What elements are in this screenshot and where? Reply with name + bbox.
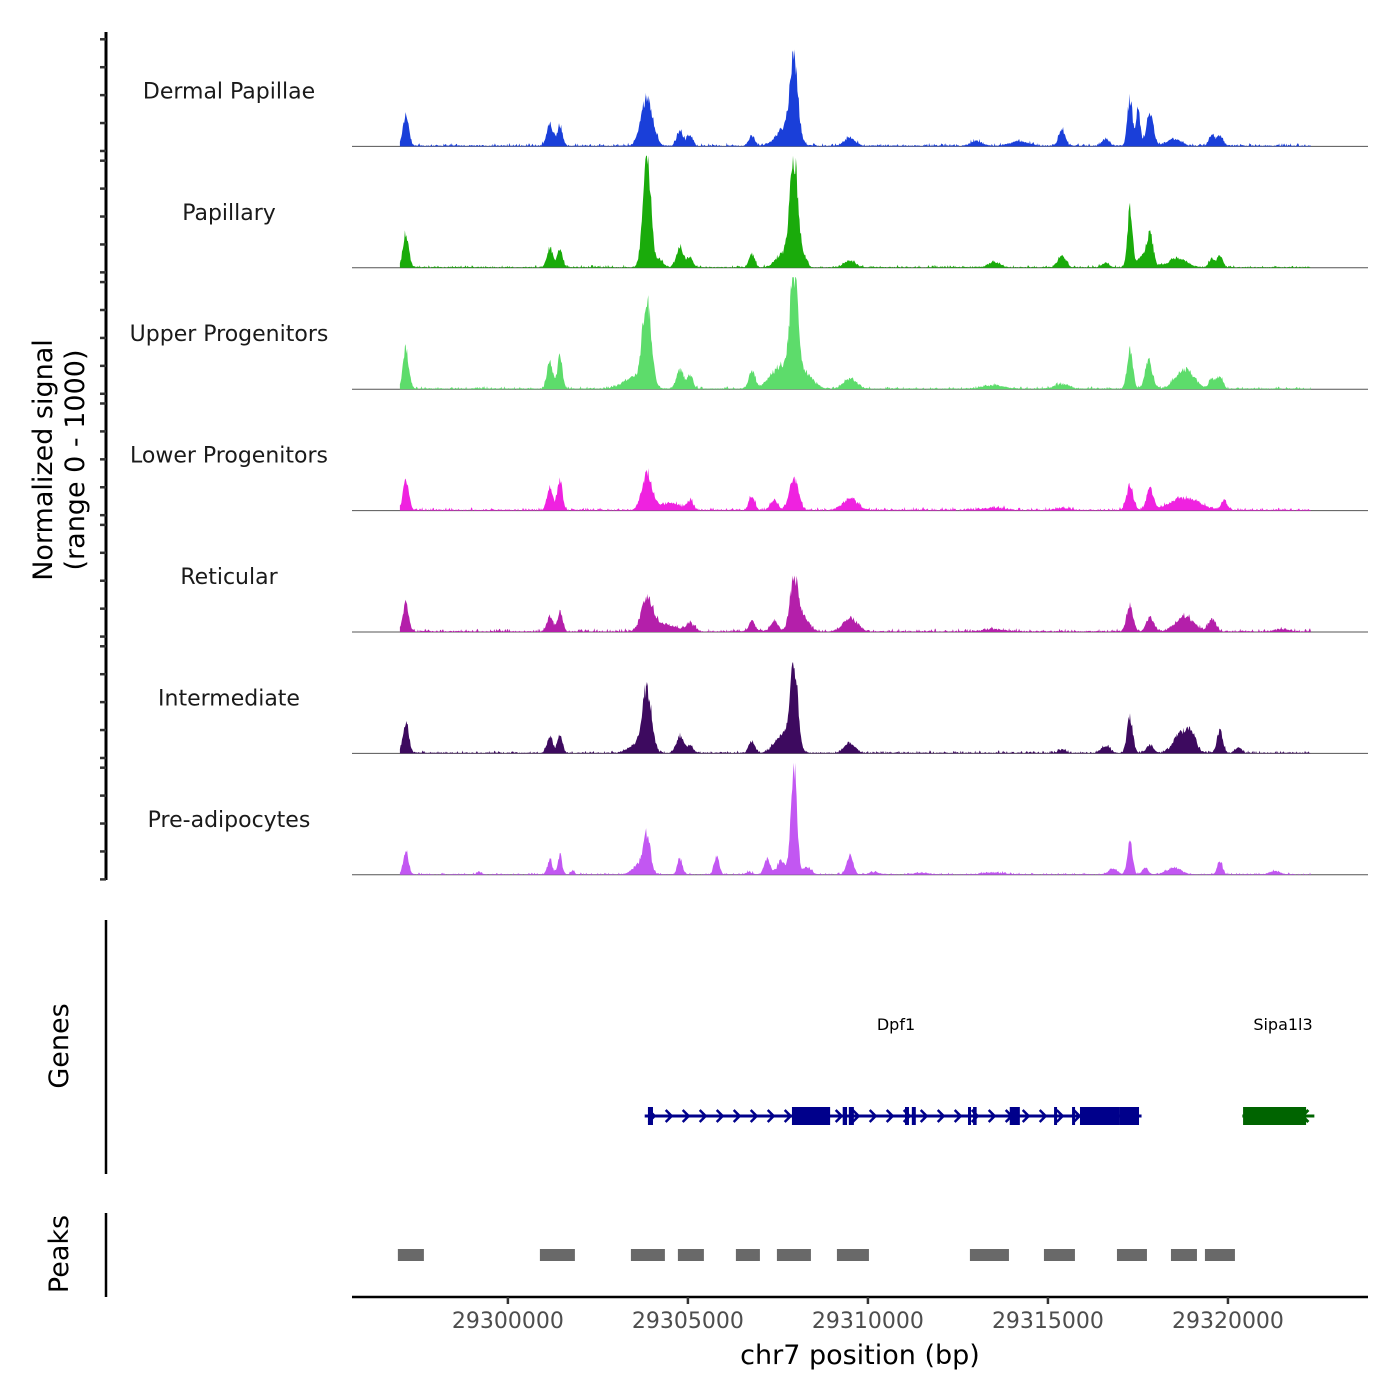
track-labels: Dermal Papillae Papillary Upper Progenitor… — [130, 79, 329, 832]
peak-region — [776, 1249, 811, 1261]
strand-arrow-icon — [919, 1109, 929, 1123]
peaks-track — [397, 1249, 1235, 1261]
gene-exon — [911, 1107, 916, 1125]
track-label: Papillary — [182, 201, 276, 226]
track-label: Upper Progenitors — [130, 322, 329, 347]
gene-exon — [973, 1107, 977, 1125]
gene-exon — [848, 1107, 854, 1125]
strand-arrow-icon — [953, 1109, 963, 1123]
gene-exon — [791, 1107, 831, 1125]
genes-label: Genes — [44, 1003, 75, 1088]
peak-region — [397, 1249, 424, 1261]
strand-arrow-icon — [732, 1109, 742, 1123]
strand-arrow-icon — [1072, 1109, 1082, 1123]
peaks-axis-title: Peaks — [44, 1215, 75, 1293]
peak-region — [735, 1249, 760, 1261]
gene-exon — [842, 1107, 848, 1125]
signal-area-lower-progenitors — [399, 468, 1311, 511]
x-tick-label: 29320000 — [1172, 1309, 1284, 1334]
track-label: Lower Progenitors — [130, 444, 328, 469]
gene-exon — [1054, 1107, 1058, 1125]
track-label: Dermal Papillae — [143, 79, 315, 104]
signal-area-intermediate — [399, 662, 1311, 754]
peak-region — [1043, 1249, 1075, 1261]
gene-exon — [905, 1107, 909, 1125]
strand-arrow-icon — [834, 1109, 844, 1123]
peak-region — [1170, 1249, 1197, 1261]
peak-region — [1116, 1249, 1147, 1261]
signal-y-axis-ticks — [100, 38, 106, 881]
strand-arrow-icon — [885, 1109, 895, 1123]
x-tick-label: 29310000 — [812, 1309, 924, 1334]
strand-arrow-icon — [664, 1109, 674, 1123]
signal-area-upper-progenitors — [399, 277, 1311, 390]
peak-region — [1204, 1249, 1235, 1261]
x-axis-title: chr7 position (bp) — [740, 1340, 980, 1371]
y-axis-title: Normalized signal (range 0 - 1000) — [28, 339, 91, 581]
signal-area-pre-adipocytes — [399, 762, 1311, 875]
strand-arrow-icon — [936, 1109, 946, 1123]
x-tick-label: 29315000 — [992, 1309, 1104, 1334]
y-axis-title-line-2: (range 0 - 1000) — [60, 350, 91, 571]
gene-label: Dpf1 — [877, 1015, 915, 1034]
strand-arrow-icon — [766, 1109, 776, 1123]
x-tick-label: 29305000 — [632, 1309, 744, 1334]
strand-arrow-icon — [783, 1109, 793, 1123]
strand-arrow-icon — [1300, 1108, 1310, 1124]
x-axis-ticks: 29300000 29305000 29310000 29315000 29320000 — [452, 1297, 1284, 1334]
strand-arrow-icon — [868, 1109, 878, 1123]
peak-region — [969, 1249, 1009, 1261]
signal-area-dermal-papillae — [399, 49, 1311, 147]
strand-arrow-icon — [1038, 1109, 1048, 1123]
strand-arrow-icon — [987, 1109, 997, 1123]
strand-arrow-icon — [681, 1109, 691, 1123]
strand-arrow-icon — [698, 1109, 708, 1123]
peak-region — [539, 1249, 575, 1261]
signal-tracks — [352, 49, 1368, 876]
strand-arrow-icon — [749, 1109, 759, 1123]
y-axis-title-line-1: Normalized signal — [28, 339, 59, 581]
gene-label: Sipa1l3 — [1253, 1015, 1312, 1034]
gene-exon — [1009, 1107, 1020, 1125]
track-label: Pre-adipocytes — [148, 808, 311, 833]
track-label: Intermediate — [158, 686, 300, 711]
signal-area-papillary — [399, 155, 1311, 268]
genes-axis-title: Genes — [44, 1003, 75, 1088]
strand-arrow-icon — [1055, 1109, 1065, 1123]
gene-exon — [1072, 1107, 1076, 1125]
peaks-label: Peaks — [44, 1215, 75, 1293]
gene-exon — [647, 1107, 653, 1125]
gene-exon — [1243, 1107, 1307, 1125]
peak-region — [630, 1249, 665, 1261]
genes-track: Dpf1 Sipa1l3 — [644, 1015, 1315, 1125]
gene-exon — [968, 1107, 972, 1125]
strand-arrow-icon — [851, 1109, 861, 1123]
gene-exon — [1119, 1107, 1140, 1125]
strand-arrow-icon — [1021, 1109, 1031, 1123]
peak-region — [677, 1249, 704, 1261]
gene-sipa1l3: Sipa1l3 — [1242, 1015, 1315, 1125]
signal-area-reticular — [399, 575, 1311, 632]
strand-arrow-icon — [715, 1109, 725, 1123]
gene-exon — [1079, 1107, 1120, 1125]
track-label: Reticular — [180, 565, 278, 590]
gene-dpf1: Dpf1 — [644, 1015, 1142, 1125]
peak-region — [836, 1249, 869, 1261]
x-tick-label: 29300000 — [452, 1309, 564, 1334]
